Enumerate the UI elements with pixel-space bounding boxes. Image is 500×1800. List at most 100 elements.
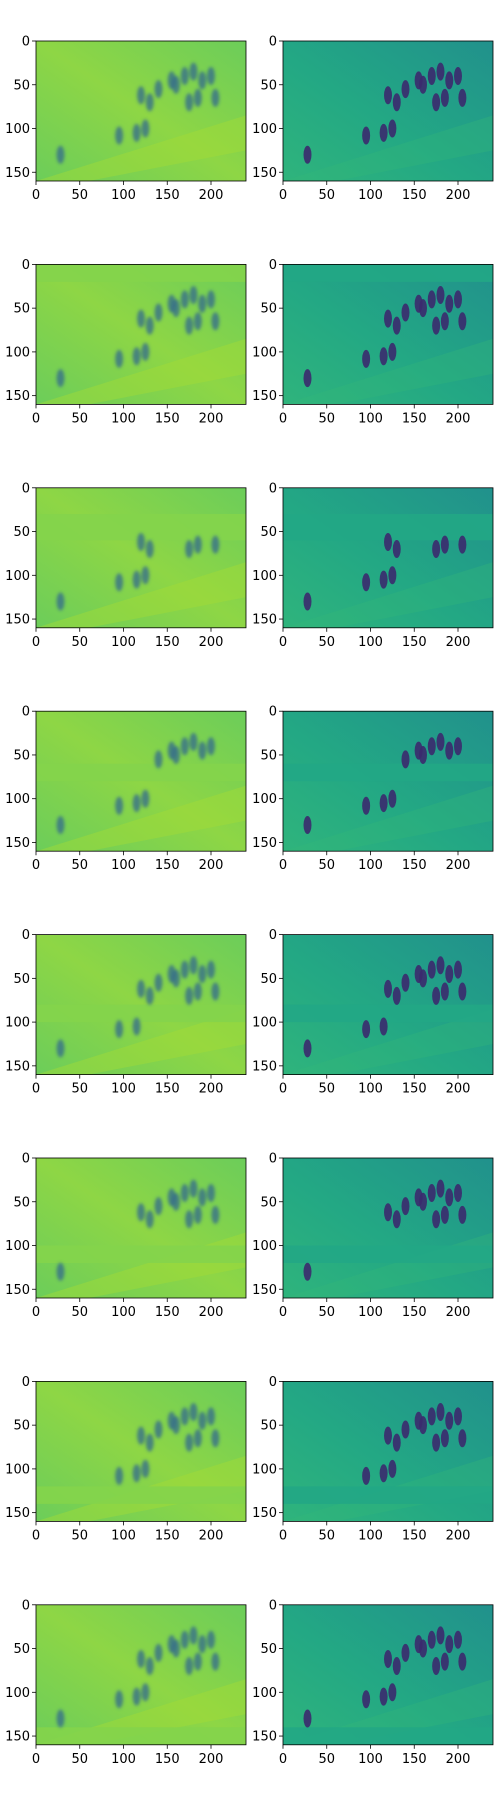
image-background (36, 264, 246, 405)
person-blob (211, 312, 220, 331)
person-blob (445, 1411, 454, 1430)
x-tick-label: 150 (155, 1752, 180, 1767)
y-tick-label: 150 (252, 1059, 277, 1074)
y-tick-label: 100 (5, 345, 30, 360)
occluded-band (283, 1486, 493, 1504)
person-blob (211, 535, 220, 554)
person-blob (189, 1626, 198, 1645)
x-tick-label: 150 (402, 1528, 427, 1543)
x-tick-label: 100 (358, 1752, 383, 1767)
person-blob (427, 1630, 436, 1649)
person-blob (303, 1262, 312, 1281)
panel-r2-right: 0 50 100 150 200 0 50 100 150 (252, 258, 494, 426)
person-blob (388, 566, 397, 585)
axes-frame (282, 1604, 494, 1746)
y-tick-label: 0 (22, 1598, 30, 1613)
image-background (283, 487, 493, 628)
axes-frame (35, 934, 247, 1075)
occluded-band (36, 763, 246, 782)
y-tick-label: 50 (260, 1642, 277, 1657)
axes-frame (35, 710, 247, 852)
panel-r7-left: 0 50 100 150 200 0 50 100 150 (5, 1375, 247, 1543)
person-blob (167, 964, 176, 983)
panel-r6-right: 0 50 100 150 200 0 50 100 150 (252, 1152, 494, 1320)
panel-r5-right: 0 50 100 150 200 0 50 100 150 (252, 928, 494, 1097)
x-tick-label: 200 (446, 635, 471, 650)
person-blob (414, 741, 423, 760)
person-blob (132, 1017, 141, 1036)
image-background (36, 487, 246, 628)
x-tick-label: 150 (155, 1305, 180, 1320)
x-tick-label: 100 (358, 411, 383, 426)
y-tick-label: 150 (5, 613, 30, 628)
x-tick-label: 200 (199, 858, 224, 873)
x-tick-label: 200 (199, 1305, 224, 1320)
person-blob (167, 71, 176, 90)
person-blob (458, 88, 467, 107)
occluded-band (36, 1245, 246, 1263)
person-blob (454, 1407, 462, 1426)
x-tick-label: 150 (402, 411, 427, 426)
x-tick-label: 150 (155, 1528, 180, 1543)
person-blob (454, 290, 462, 309)
y-tick-label: 50 (13, 1195, 30, 1210)
y-tick-label: 150 (5, 1506, 30, 1521)
person-blob (207, 737, 215, 756)
person-blob (414, 1411, 423, 1430)
x-tick-label: 100 (358, 858, 383, 873)
y-tick-label: 50 (260, 302, 277, 317)
person-blob (436, 1626, 445, 1645)
x-tick-label: 150 (402, 635, 427, 650)
y-tick-label: 150 (252, 166, 277, 181)
panel-r1-left: 0 50 100 150 200 0 50 100 150 (5, 35, 247, 203)
y-tick-label: 100 (5, 122, 30, 137)
person-blob (440, 982, 449, 1001)
x-tick-label: 150 (155, 858, 180, 873)
x-tick-label: 100 (358, 1305, 383, 1320)
person-blob (303, 1039, 312, 1058)
panel-r1-right: 0 50 100 150 200 0 50 100 150 (252, 35, 494, 203)
person-blob (454, 737, 462, 756)
x-tick-label: 150 (402, 188, 427, 203)
person-blob (198, 1188, 207, 1207)
person-blob (167, 1411, 176, 1430)
y-tick-label: 100 (5, 569, 30, 584)
person-blob (211, 88, 220, 107)
y-tick-label: 50 (13, 1419, 30, 1434)
x-tick-label: 150 (402, 1305, 427, 1320)
occluded-band (36, 1727, 246, 1745)
person-blob (137, 86, 145, 105)
person-blob (56, 369, 65, 388)
person-blob (211, 1652, 220, 1671)
person-blob (432, 1210, 441, 1229)
person-blob (189, 732, 198, 751)
person-blob (379, 347, 388, 366)
y-tick-label: 0 (22, 481, 30, 496)
person-blob (379, 1017, 388, 1036)
person-blob (379, 1687, 388, 1706)
axes-frame (35, 1157, 247, 1299)
x-tick-label: 150 (402, 1082, 427, 1097)
x-tick-label: 0 (32, 1752, 40, 1767)
person-blob (440, 1205, 449, 1224)
person-blob (167, 294, 176, 313)
person-blob (207, 67, 215, 85)
y-tick-label: 0 (22, 258, 30, 273)
person-blob (458, 1429, 467, 1448)
person-blob (392, 93, 401, 112)
person-blob (185, 1657, 194, 1676)
person-blob (427, 67, 436, 85)
person-blob (154, 303, 163, 322)
person-blob (154, 80, 163, 99)
person-blob (185, 93, 194, 112)
panel-r3-left: 0 50 100 150 200 0 50 100 150 (5, 481, 247, 650)
person-blob (115, 126, 124, 145)
x-tick-label: 50 (318, 1305, 335, 1320)
person-blob (379, 123, 388, 142)
y-tick-label: 50 (260, 1419, 277, 1434)
x-tick-label: 50 (318, 1528, 335, 1543)
y-tick-label: 0 (22, 928, 30, 943)
y-tick-label: 150 (252, 613, 277, 628)
y-tick-label: 100 (252, 1239, 277, 1254)
ground-region (36, 115, 246, 181)
